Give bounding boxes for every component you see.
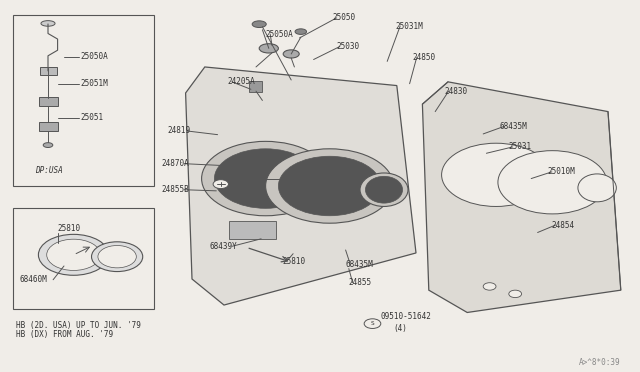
Circle shape (498, 151, 607, 214)
FancyBboxPatch shape (229, 221, 276, 239)
FancyBboxPatch shape (249, 81, 262, 92)
Circle shape (38, 234, 109, 275)
Text: 24830: 24830 (445, 87, 468, 96)
Circle shape (442, 143, 550, 206)
FancyBboxPatch shape (13, 15, 154, 186)
Text: HB (DX) FROM AUG. '79: HB (DX) FROM AUG. '79 (16, 330, 113, 339)
Text: 25050A: 25050A (80, 52, 108, 61)
Circle shape (214, 149, 317, 208)
Circle shape (509, 290, 522, 298)
Text: 24205A: 24205A (227, 77, 255, 86)
Ellipse shape (578, 174, 616, 202)
Text: 25810: 25810 (283, 257, 306, 266)
Polygon shape (186, 67, 416, 305)
Ellipse shape (295, 29, 307, 35)
Ellipse shape (44, 143, 52, 148)
Circle shape (364, 319, 381, 328)
FancyBboxPatch shape (40, 67, 57, 75)
FancyBboxPatch shape (13, 208, 154, 309)
Text: DP:USA: DP:USA (35, 166, 63, 174)
Ellipse shape (259, 44, 278, 53)
Text: 24870A: 24870A (161, 159, 189, 168)
Text: 25031M: 25031M (396, 22, 423, 31)
Text: 68460M: 68460M (19, 275, 47, 284)
Ellipse shape (283, 50, 300, 58)
Text: 68439Y: 68439Y (209, 242, 237, 251)
Circle shape (202, 141, 330, 216)
Text: 68435M: 68435M (499, 122, 527, 131)
Text: 25030: 25030 (336, 42, 359, 51)
Text: 25010M: 25010M (547, 167, 575, 176)
Text: 25050: 25050 (333, 13, 356, 22)
Text: S: S (371, 321, 374, 326)
Circle shape (213, 180, 228, 189)
Text: 25051: 25051 (80, 113, 103, 122)
FancyBboxPatch shape (39, 122, 58, 131)
Text: 25031: 25031 (509, 142, 532, 151)
Ellipse shape (360, 173, 408, 206)
Polygon shape (422, 82, 621, 312)
Text: 24819: 24819 (168, 126, 191, 135)
Text: (4): (4) (394, 324, 408, 333)
Ellipse shape (252, 21, 266, 28)
Text: 24854: 24854 (552, 221, 575, 230)
Circle shape (92, 242, 143, 272)
Text: 25050A: 25050A (266, 30, 293, 39)
Text: HB (2D. USA) UP TO JUN. '79: HB (2D. USA) UP TO JUN. '79 (16, 321, 141, 330)
Circle shape (483, 283, 496, 290)
Text: 09510-51642: 09510-51642 (381, 312, 431, 321)
Text: 25810: 25810 (58, 224, 81, 233)
Text: 24855B: 24855B (161, 185, 189, 194)
Circle shape (278, 156, 381, 216)
Ellipse shape (365, 176, 403, 203)
Circle shape (47, 239, 100, 270)
Text: 24850: 24850 (413, 53, 436, 62)
Text: 68435M: 68435M (346, 260, 373, 269)
FancyBboxPatch shape (39, 97, 58, 106)
Ellipse shape (41, 20, 55, 26)
Text: 25051M: 25051M (80, 79, 108, 88)
Circle shape (266, 149, 394, 223)
Text: 24855: 24855 (349, 278, 372, 287)
Text: A>^8*0:39: A>^8*0:39 (579, 358, 621, 367)
Circle shape (98, 246, 136, 268)
